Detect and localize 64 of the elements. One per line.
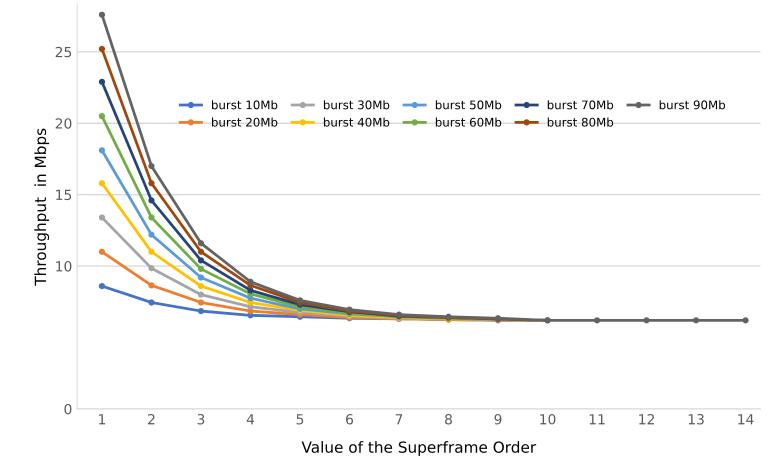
x-tick-label: 6 [346, 414, 354, 425]
y-tick-label: 25 [56, 46, 72, 58]
point [594, 317, 600, 324]
point [198, 240, 204, 246]
point [247, 287, 254, 294]
point [198, 299, 204, 306]
x-axis-title: Value of the Superframe Order [302, 441, 536, 456]
point [296, 297, 304, 304]
legend-label: burst 20Mb [212, 118, 278, 127]
legend-label: burst 40Mb [324, 118, 390, 127]
point [198, 257, 204, 264]
point [198, 282, 204, 290]
y-tick-label: 15 [56, 190, 72, 200]
x-tick-label: 3 [198, 414, 204, 425]
point [198, 308, 204, 314]
legend-label: burst 80Mb [548, 118, 614, 127]
legend-label: burst 60Mb [436, 118, 502, 127]
x-tick-label: 5 [296, 414, 304, 425]
point [148, 282, 155, 288]
point [198, 248, 204, 255]
x-tick-label: 12 [639, 414, 654, 424]
legend-label: burst 90Mb [660, 100, 726, 110]
point [148, 214, 155, 221]
x-tick-label: 9 [494, 414, 502, 425]
x-tick-label: 2 [148, 414, 154, 424]
x-tick-label: 14 [738, 414, 754, 424]
point [247, 278, 254, 285]
y-tick-label: 10 [56, 261, 72, 272]
point [98, 180, 106, 186]
x-tick-label: 8 [445, 414, 452, 425]
x-tick-label: 11 [590, 414, 605, 424]
point [148, 299, 155, 306]
point [692, 317, 700, 324]
y-tick-label: 0 [64, 404, 72, 414]
x-tick-label: 4 [246, 414, 254, 424]
point [98, 78, 106, 85]
x-tick-label: 1 [99, 414, 106, 424]
y-axis-title: Throughput in Mbps [34, 128, 50, 286]
point [198, 274, 204, 281]
point [148, 265, 155, 272]
point [198, 292, 204, 298]
x-tick-label: 10 [540, 414, 556, 425]
point [98, 147, 106, 154]
point [98, 46, 106, 52]
point [148, 197, 155, 204]
point [742, 317, 749, 324]
point [98, 214, 106, 221]
point [98, 282, 106, 290]
point [148, 232, 155, 238]
point [148, 248, 155, 255]
legend-label: burst 70Mb [548, 100, 614, 110]
legend-label: burst 30Mb [324, 100, 390, 110]
y-tick-label: 20 [56, 118, 72, 129]
legend-label: burst 50Mb [436, 100, 502, 110]
point [98, 248, 106, 255]
point [643, 317, 650, 324]
legend-label: burst 10Mb [212, 100, 278, 110]
x-tick-label: 13 [688, 414, 704, 425]
point [148, 162, 155, 170]
x-tick-label: 7 [396, 414, 402, 424]
point [148, 180, 155, 186]
point [98, 12, 106, 18]
point [98, 112, 106, 120]
point [198, 266, 204, 272]
